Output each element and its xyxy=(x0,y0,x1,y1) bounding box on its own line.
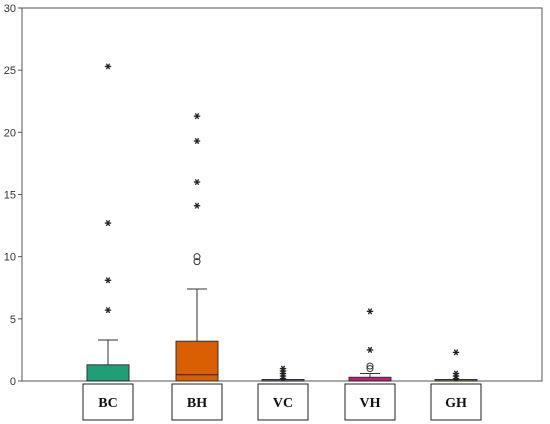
outlier-circle-marker xyxy=(366,362,374,370)
box-group-vh xyxy=(348,308,392,382)
category-label: BH xyxy=(187,396,207,411)
category-label: GH xyxy=(445,396,467,411)
y-tick-label: 0 xyxy=(10,376,16,388)
box-group-bc xyxy=(86,63,130,382)
plot-frame xyxy=(21,7,543,382)
category-label: VH xyxy=(360,396,381,411)
y-tick-label: 30 xyxy=(4,3,16,15)
star-stroke xyxy=(367,308,373,315)
outlier-circle-marker xyxy=(193,253,201,261)
box-group-bh xyxy=(175,113,219,382)
outlier-circle-marker xyxy=(366,365,374,373)
star-stroke xyxy=(105,63,111,70)
star-stroke xyxy=(194,113,200,120)
category-label-box xyxy=(171,383,223,421)
star-stroke xyxy=(453,349,459,356)
category-label: VC xyxy=(273,396,293,411)
y-tick-label: 25 xyxy=(4,65,16,77)
box-group-vc xyxy=(261,365,305,382)
outlier-star-marker xyxy=(104,63,112,70)
star-stroke xyxy=(105,277,111,284)
outlier-star-marker xyxy=(193,178,201,186)
outlier-star-marker xyxy=(193,113,201,120)
outlier-star-marker xyxy=(452,349,460,356)
box-group-gh xyxy=(434,349,478,382)
category-label-box xyxy=(257,383,309,421)
category-label-box xyxy=(430,383,482,421)
outlier-star-marker xyxy=(104,277,112,284)
star-stroke xyxy=(453,370,459,377)
box-iqr xyxy=(86,364,130,382)
outlier-star-marker xyxy=(104,307,112,314)
outlier-star-marker xyxy=(366,308,374,315)
star-stroke xyxy=(367,346,373,354)
star-stroke xyxy=(194,137,200,145)
star-stroke xyxy=(105,219,111,227)
star-stroke xyxy=(194,202,200,209)
category-label-box xyxy=(82,383,134,421)
y-tick-label: 15 xyxy=(4,190,16,202)
outlier-star-marker xyxy=(104,219,112,227)
box-iqr xyxy=(348,376,392,382)
outlier-star-marker xyxy=(366,346,374,354)
outlier-star-marker xyxy=(452,370,460,377)
outlier-star-marker xyxy=(279,365,287,372)
y-tick-label: 10 xyxy=(4,252,16,264)
star-stroke xyxy=(105,307,111,314)
outlier-circle-marker xyxy=(193,258,201,266)
star-stroke xyxy=(280,365,286,372)
y-tick-label: 20 xyxy=(4,127,16,139)
category-label: BC xyxy=(98,396,117,411)
y-tick-label: 5 xyxy=(10,314,16,326)
outlier-star-marker xyxy=(193,137,201,145)
category-label-box xyxy=(344,383,396,421)
star-stroke xyxy=(194,178,200,186)
outlier-star-marker xyxy=(193,202,201,209)
